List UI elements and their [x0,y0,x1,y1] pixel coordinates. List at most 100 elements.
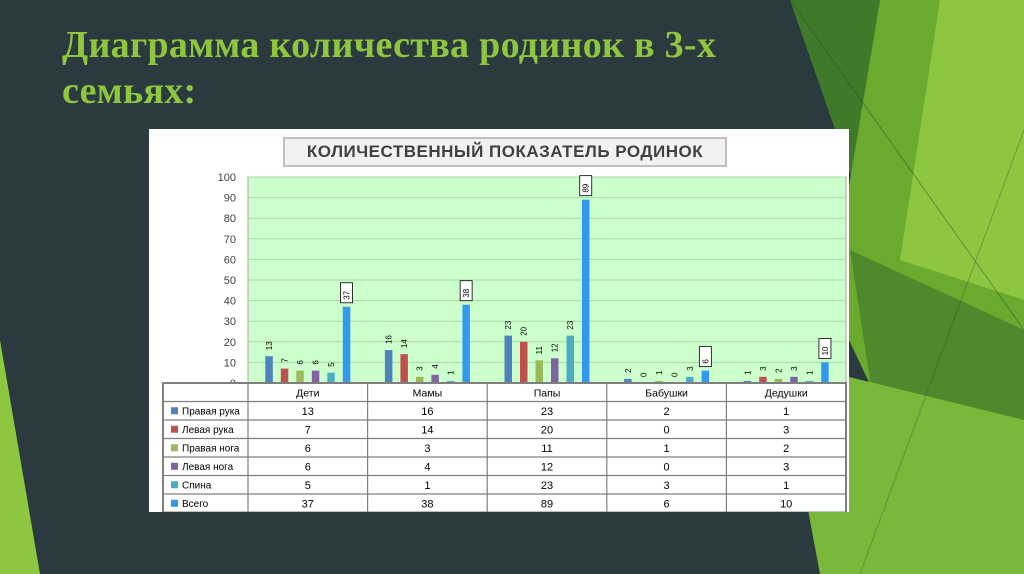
bar [446,380,455,383]
bar [624,378,632,383]
table-category-label: Дети [296,387,319,399]
data-label: 6 [312,360,321,365]
bar [743,380,752,383]
bar [686,376,694,383]
slide-title-line-1: Диаграмма количества родинок в 3-х [62,24,717,66]
legend-swatch [171,481,178,489]
y-tick-label: 10 [224,357,236,369]
bar [280,368,289,383]
data-label: 16 [385,335,394,344]
legend-swatch [171,407,178,415]
y-tick-label: 100 [218,172,236,184]
table-cell-value: 13 [302,406,314,418]
bar [805,380,814,383]
bar [296,370,304,383]
data-label: 0 [670,372,679,377]
data-label: 3 [416,366,425,371]
table-cell-value: 3 [783,424,789,436]
table-cell-value: 0 [664,424,670,436]
bar [311,370,320,383]
table-cell-value: 37 [302,498,314,510]
table-cell-value: 14 [421,424,433,436]
table-cell-value: 6 [664,498,670,510]
data-label: 12 [551,343,560,352]
slide-title: Диаграмма количества родинок в 3-х семья… [62,22,782,114]
data-label-box [340,282,353,304]
legend-series-name: Всего [182,499,209,510]
bar [342,306,351,383]
data-table-frame [162,382,847,512]
bar [265,356,273,383]
table-cell-value: 6 [305,443,311,455]
data-label: 1 [805,370,814,375]
legend-swatch [171,499,178,507]
legend-series-name: Спина [182,480,212,491]
bar [327,372,335,383]
bar [551,358,559,383]
table-cell-value: 38 [421,498,433,510]
table-cell-value: 2 [664,406,670,418]
data-label: 11 [535,345,544,354]
y-tick-label: 70 [224,234,236,246]
table-cell-value: 10 [780,498,792,510]
legend-series-name: Левая рука [182,425,234,436]
data-label: 3 [686,366,695,371]
table-cell-value: 6 [305,461,311,473]
data-label: 37 [343,290,352,299]
legend-series-name: Правая рука [182,406,240,417]
data-label: 38 [462,288,471,297]
data-label: 2 [624,368,633,373]
bar [759,376,767,383]
table-category-label: Папы [534,387,561,399]
data-label-box [459,280,473,302]
y-tick-label: 90 [224,193,236,205]
data-label: 3 [790,366,799,371]
table-cell-value: 89 [541,498,553,510]
data-label: 6 [296,360,305,365]
bar [790,376,798,383]
data-label: 89 [582,183,591,192]
bar [655,380,663,383]
y-tick-label: 60 [224,254,236,266]
data-label: 10 [821,346,830,355]
data-label: 14 [400,339,409,348]
table-cell-value: 3 [664,480,670,492]
table-category-label: Мамы [413,387,442,399]
data-label: 4 [431,364,440,369]
data-label-box [818,337,832,359]
y-tick-label: 30 [224,316,236,328]
data-label: 13 [265,341,274,350]
data-label: 3 [759,366,768,371]
bar [535,360,543,383]
table-cell-value: 3 [783,461,789,473]
data-label: 1 [743,370,752,375]
table-cell-value: 3 [424,443,430,455]
bar [582,199,590,383]
legend-swatch [171,462,178,470]
table-cell-value: 20 [541,424,553,436]
data-label: 6 [701,359,710,364]
table-cell-value: 12 [541,461,553,473]
legend-series-name: Правая нога [182,443,240,454]
data-label: 23 [566,320,575,329]
bar [431,374,439,383]
bar [774,378,783,383]
data-label: 1 [447,370,456,375]
bar [384,350,393,383]
y-tick-label: 20 [224,337,236,349]
table-cell-value: 2 [783,443,789,455]
table-cell-value: 16 [421,406,433,418]
y-tick-label: 40 [224,296,236,308]
bar [566,335,574,383]
bar-chart-with-data-table: 0102030405060708090100137665371614341382… [162,172,847,512]
bar [520,341,528,383]
legend-swatch [171,425,178,433]
table-cell-value: 1 [424,480,430,492]
table-cell-value: 1 [783,406,789,418]
table-cell-value: 1 [783,480,789,492]
slide-title-line-2: семьях: [62,70,197,112]
y-tick-label: 80 [224,213,236,225]
y-tick-label: 50 [224,275,236,287]
table-cell-value: 23 [541,406,553,418]
decor-shape-right-light [900,0,1024,300]
